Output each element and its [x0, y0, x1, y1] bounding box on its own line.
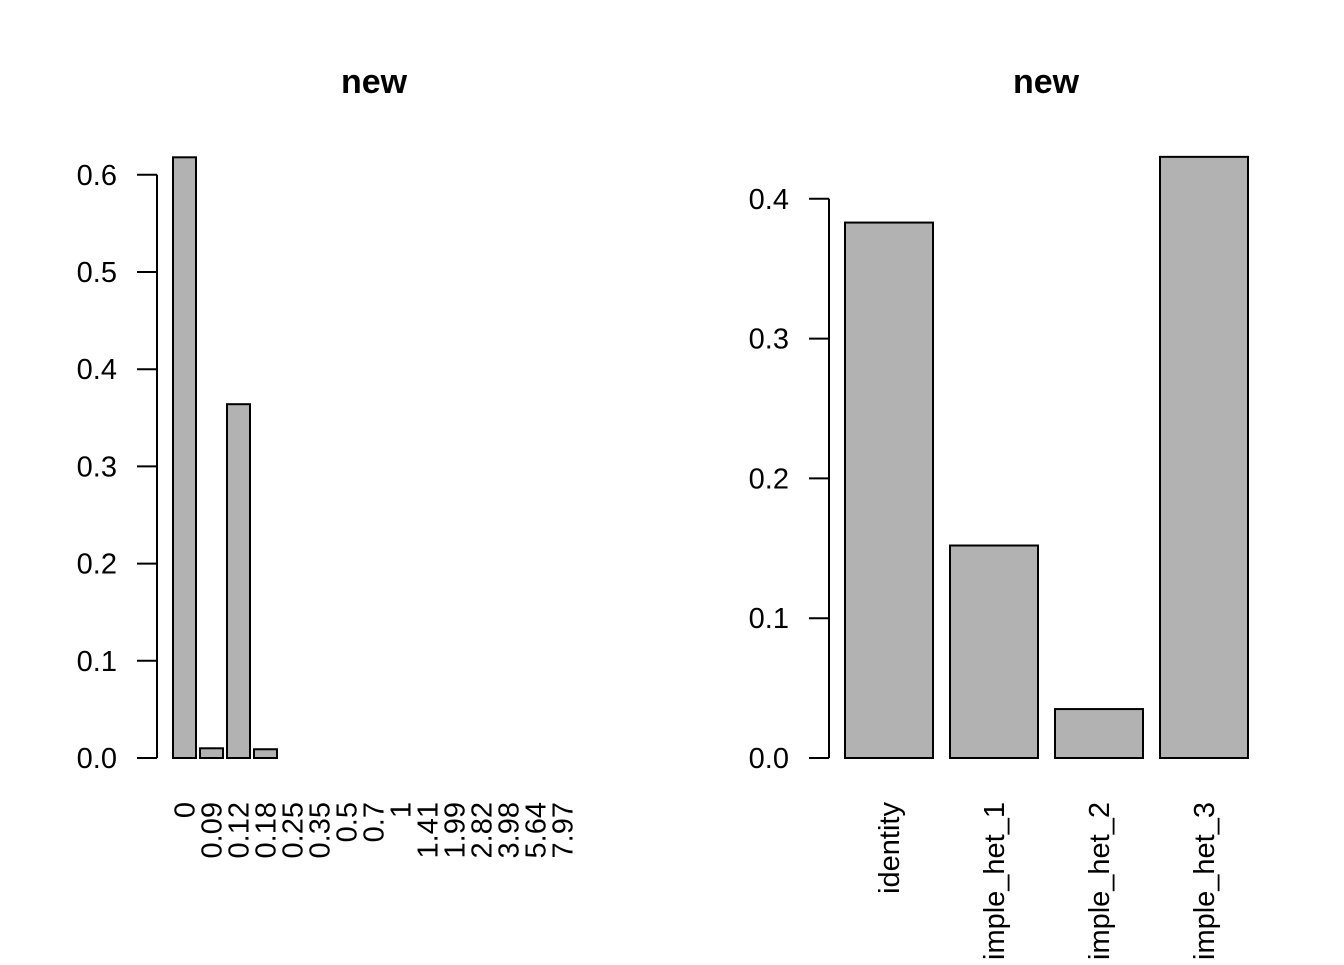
right-x-tick-label-0: identity: [874, 802, 906, 894]
left-y-tick-label-1: 0.1: [77, 646, 117, 678]
left-y-tick-label-6: 0.6: [77, 160, 117, 192]
right-x-tick-label-1: simple_het_1: [979, 802, 1011, 960]
left-x-tick-label-0: 0: [170, 802, 202, 818]
right-y-tick-label-1: 0.1: [749, 603, 789, 635]
right-y-tick-label-2: 0.2: [749, 463, 789, 495]
right-y-tick-label-4: 0.4: [749, 184, 789, 216]
chart-right-title: new: [1013, 63, 1080, 101]
chart-right: new 0.0 0.1 0.2 0.3 0.4 identity simple_het_1 s…: [749, 63, 1249, 965]
left-x-tick-label-2: 0.12: [224, 802, 256, 858]
chart-left: new 0.00.10.20.30.40.50.600.090.120.180.…: [77, 63, 580, 858]
left-x-tick-label-1: 0.09: [197, 802, 229, 858]
left-bar-3: [253, 748, 278, 760]
left-x-tick-label-5: 0.35: [305, 802, 337, 858]
left-x-tick-label-3: 0.18: [251, 802, 283, 858]
chart-left-title: new: [341, 63, 408, 101]
right-x-tick-label-3: simple_het_3: [1189, 802, 1221, 960]
left-y-tick-label-2: 0.2: [77, 549, 117, 581]
right-bar-3: [1159, 155, 1249, 760]
left-y-tick-label-5: 0.5: [77, 257, 117, 289]
right-x-tick-label-2: simple_het_2: [1084, 802, 1116, 960]
right-y-tick-label-3: 0.3: [749, 324, 789, 356]
left-bar-2: [226, 403, 251, 759]
left-y-tick-label-4: 0.4: [77, 354, 117, 386]
left-y-tick-label-0: 0.0: [77, 743, 117, 775]
left-x-tick-label-6: 0.5: [332, 802, 364, 842]
left-bar-0: [172, 156, 197, 759]
left-x-tick-label-13: 5.64: [521, 802, 553, 858]
left-x-tick-label-7: 0.7: [359, 802, 391, 842]
left-x-tick-label-8: 1: [386, 802, 418, 818]
left-x-tick-label-12: 3.98: [494, 802, 526, 858]
left-bar-1: [199, 747, 224, 760]
right-bar-1: [949, 544, 1039, 760]
right-bar-2: [1054, 708, 1144, 760]
right-bar-0: [844, 221, 934, 760]
right-y-tick-label-0: 0.0: [749, 743, 789, 775]
left-x-tick-label-4: 0.25: [278, 802, 310, 858]
left-x-tick-label-10: 1.99: [440, 802, 472, 858]
left-x-tick-label-11: 2.82: [467, 802, 499, 858]
left-x-tick-label-14: 7.97: [548, 802, 580, 858]
left-y-tick-label-3: 0.3: [77, 451, 117, 483]
left-x-tick-label-9: 1.41: [413, 802, 445, 858]
